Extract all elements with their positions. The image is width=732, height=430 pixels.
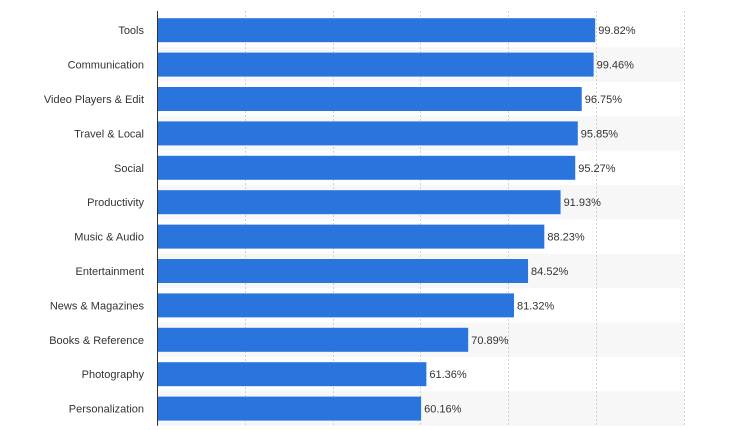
category-label: Photography <box>82 369 145 381</box>
bar-music-audio[interactable] <box>158 224 545 249</box>
value-labels: 99.82% 99.46% 96.75% 95.85% 95.27% 91.93% 88.2… <box>424 25 636 415</box>
value-label: 95.85% <box>581 128 619 140</box>
category-label: Video Players & Edit <box>44 94 144 106</box>
value-label: 96.75% <box>585 94 623 106</box>
bar-personalization[interactable] <box>158 396 422 421</box>
category-labels: Tools Communication Video Players & Edit Tr… <box>44 25 145 415</box>
bar-photography[interactable] <box>158 362 427 387</box>
bar-social[interactable] <box>158 155 576 180</box>
bar-productivity[interactable] <box>158 190 561 215</box>
category-label: Social <box>114 163 144 175</box>
value-label: 60.16% <box>424 404 462 416</box>
value-label: 88.23% <box>547 232 585 244</box>
bars <box>158 18 596 421</box>
value-label: 95.27% <box>578 163 616 175</box>
bar-books-reference[interactable] <box>158 327 469 352</box>
gridlines <box>245 11 685 426</box>
category-label: Productivity <box>87 197 144 209</box>
value-label: 81.32% <box>517 300 555 312</box>
bar-tools[interactable] <box>158 18 596 43</box>
value-label: 99.82% <box>598 25 636 37</box>
category-label: News & Magazines <box>50 300 145 312</box>
bar-communication[interactable] <box>158 52 594 77</box>
category-label: Books & Reference <box>49 335 144 347</box>
bar-travel-local[interactable] <box>158 121 578 146</box>
category-label: Entertainment <box>76 266 144 278</box>
value-label: 70.89% <box>471 335 509 347</box>
category-label: Tools <box>118 25 144 37</box>
value-label: 99.46% <box>597 60 635 72</box>
value-label: 84.52% <box>531 266 569 278</box>
bar-entertainment[interactable] <box>158 259 529 283</box>
bar-news-magazines[interactable] <box>158 293 514 318</box>
value-label: 91.93% <box>564 197 602 209</box>
category-label: Communication <box>68 60 144 72</box>
category-label: Travel & Local <box>74 128 144 140</box>
bar-video-players-edit[interactable] <box>158 87 582 111</box>
category-label: Personalization <box>69 404 144 416</box>
value-label: 61.36% <box>429 369 467 381</box>
category-label: Music & Audio <box>74 232 144 244</box>
